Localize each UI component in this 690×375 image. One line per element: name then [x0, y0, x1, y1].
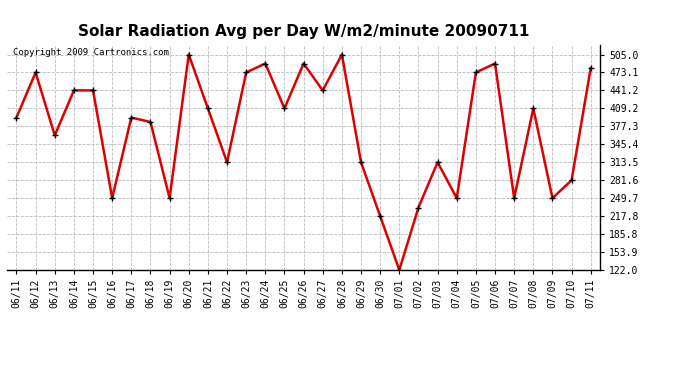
Text: Solar Radiation Avg per Day W/m2/minute 20090711: Solar Radiation Avg per Day W/m2/minute … — [78, 24, 529, 39]
Text: Copyright 2009 Cartronics.com: Copyright 2009 Cartronics.com — [13, 48, 169, 57]
